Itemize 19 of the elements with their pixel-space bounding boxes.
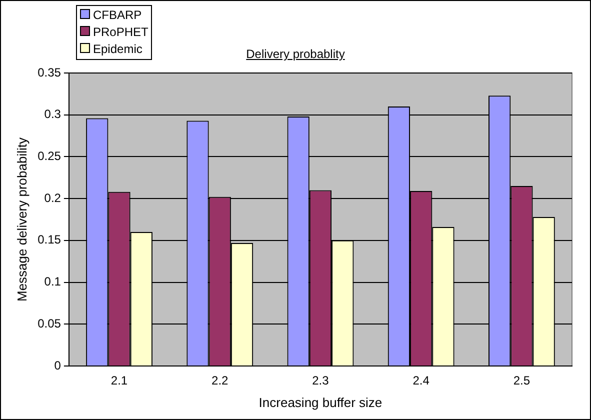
x-axis-title: Increasing buffer size: [258, 394, 382, 410]
x-tick-label: 2.3: [312, 374, 330, 388]
x-tick-label: 2.4: [412, 374, 430, 388]
legend-label: CFBARP: [92, 7, 143, 24]
y-tick-label: 0.2: [44, 190, 62, 205]
legend-label: PRoPHET: [92, 24, 148, 41]
x-tick-label: 2.1: [110, 374, 128, 388]
y-tick-label: 0.05: [38, 316, 62, 330]
y-tick-label: 0: [54, 358, 62, 372]
y-tick-label: 0.35: [38, 65, 62, 80]
x-tick-label: 2.5: [513, 374, 530, 388]
y-tick-label: 0.15: [38, 232, 62, 247]
y-tick-label: 0.1: [44, 274, 62, 289]
y-tick-label: 0.25: [38, 149, 62, 164]
chart-title: Delivery probablity: [246, 47, 345, 61]
legend-label: Epidemic: [92, 41, 144, 58]
y-tick-label: 0.3: [44, 107, 62, 122]
y-axis-title: Message delivery probability: [14, 136, 30, 302]
x-tick-label: 2.2: [212, 374, 229, 388]
